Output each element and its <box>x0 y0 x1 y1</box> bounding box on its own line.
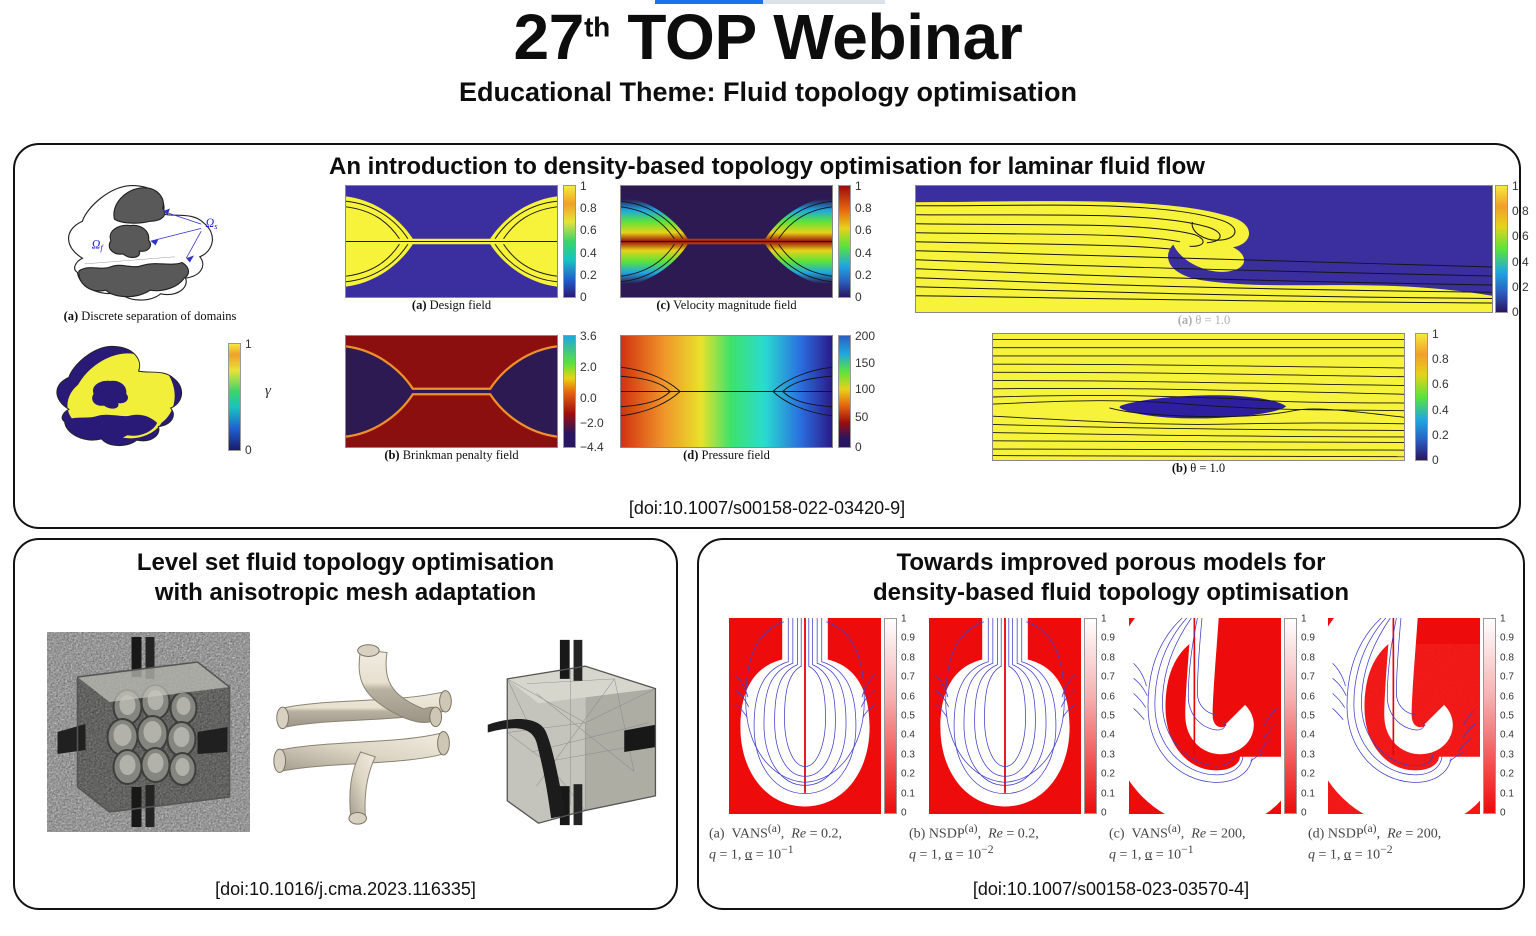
svg-text:Ωs: Ωs <box>205 216 218 231</box>
